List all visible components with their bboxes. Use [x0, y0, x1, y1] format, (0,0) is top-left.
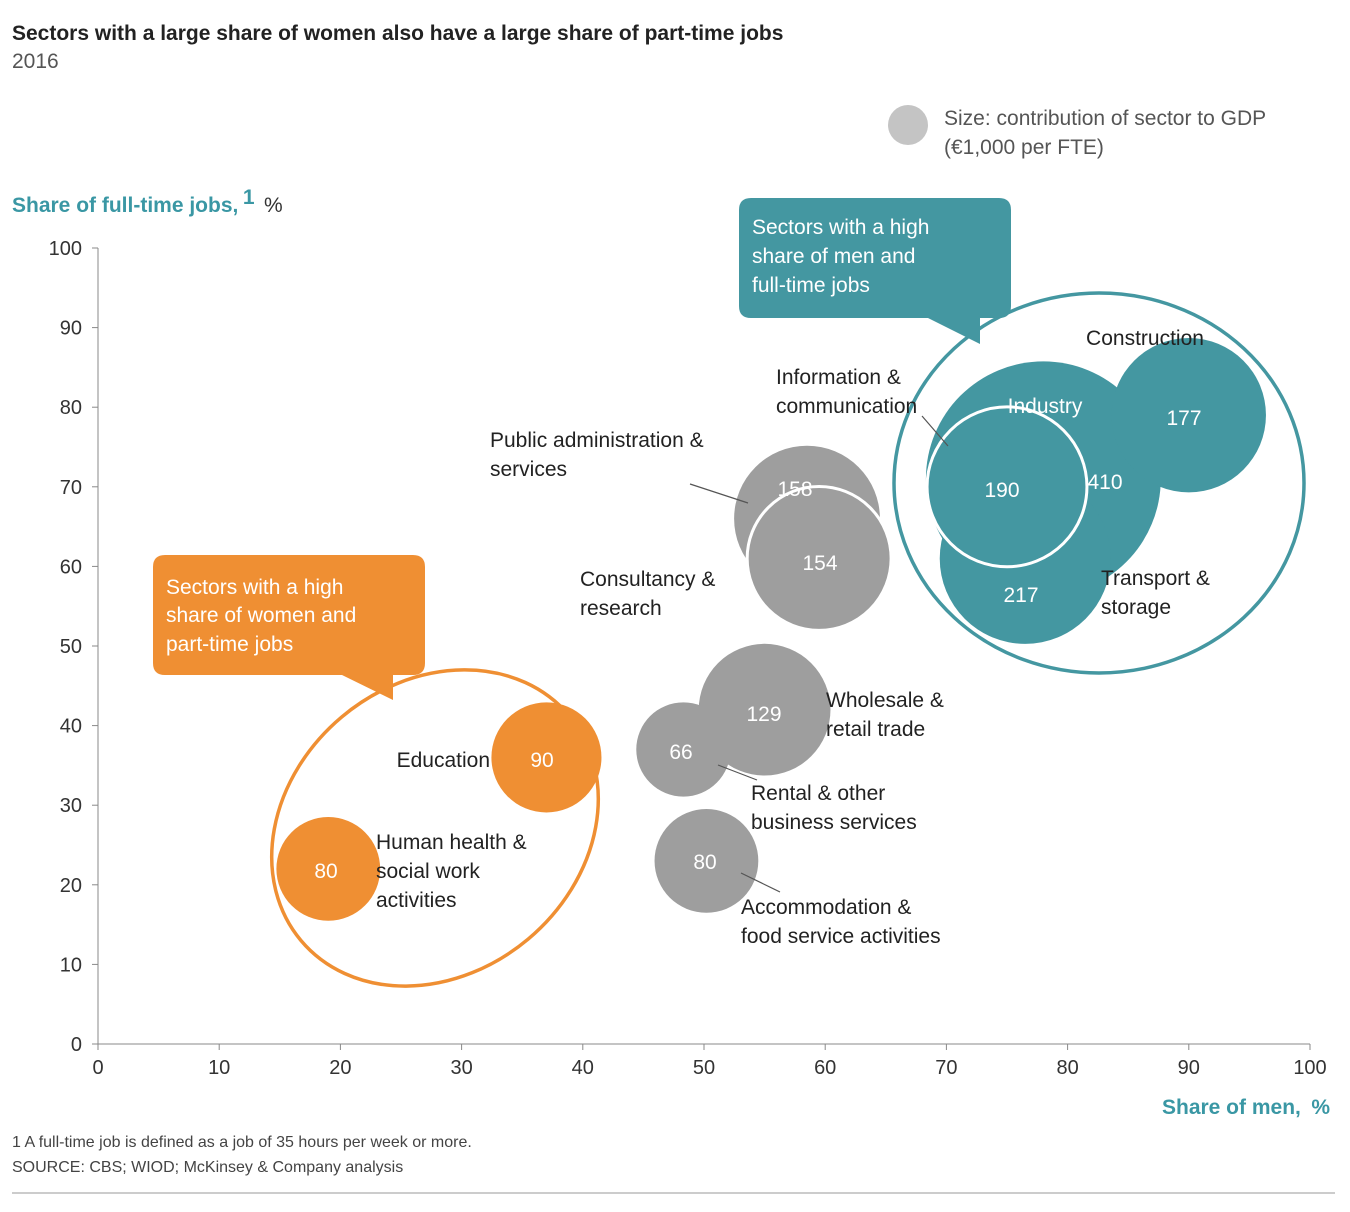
y-tick-label: 80: [60, 397, 82, 419]
source-note: SOURCE: CBS; WIOD; McKinsey & Company an…: [12, 1159, 403, 1176]
x-tick-label: 90: [1178, 1057, 1200, 1079]
y-tick-label: 40: [60, 716, 82, 738]
x-tick-label: 100: [1293, 1057, 1326, 1079]
x-tick-label: 70: [935, 1057, 957, 1079]
x-tick-label: 80: [1056, 1057, 1078, 1079]
bubble-value-7: 66: [669, 741, 692, 764]
y-axis-title: Share of full-time jobs, 1 %: [12, 186, 283, 217]
y-axis-title-footnote: 1: [243, 186, 255, 209]
x-tick-label: 30: [450, 1057, 472, 1079]
bubble-3: [925, 405, 1089, 569]
bubble-value-1: 177: [1166, 407, 1201, 430]
women-callout-line-1: Sectors with a high: [166, 576, 343, 599]
bubble-10: [276, 817, 381, 921]
chart-title: Sectors with a large share of women also…: [12, 22, 783, 45]
footnote: 1 A full-time job is defined as a job of…: [12, 1134, 472, 1151]
x-tick-label: 0: [92, 1057, 103, 1079]
bubble-7: [636, 702, 731, 797]
sector-label-4: Public administration & services: [490, 429, 704, 481]
size-legend-bubble: [888, 105, 928, 145]
chart-subtitle: 2016: [12, 50, 59, 73]
x-tick-label: 50: [693, 1057, 715, 1079]
bubble-value-10: 80: [314, 860, 337, 883]
sector-label-8: Accommodation & food service activities: [741, 896, 941, 948]
men-group-ellipse: [892, 291, 1306, 675]
y-tick-label: 70: [60, 477, 82, 499]
sector-label-0: Industry: [1008, 395, 1083, 418]
men-callout-box: [739, 198, 1011, 344]
y-tick-label: 60: [60, 556, 82, 578]
sector-label-7: Rental & other business services: [751, 782, 917, 834]
bubble-6: [698, 643, 831, 776]
women-callout-box: [153, 555, 425, 700]
x-axis-title: Share of men, %: [1162, 1096, 1330, 1119]
y-tick-label: 100: [49, 238, 82, 260]
sector-labels: Industry Construction Transport & storage In…: [376, 327, 1210, 948]
x-tick-label: 60: [814, 1057, 836, 1079]
women-callout-line-3: part-time jobs: [166, 633, 293, 656]
sector-label-6: Wholesale & retail trade: [826, 689, 944, 741]
bubble-9: [491, 702, 602, 813]
leader-line: [740, 872, 781, 893]
bubble-value-3: 190: [984, 479, 1019, 502]
y-axis-unit: %: [264, 194, 283, 217]
bubble-8: [654, 809, 759, 913]
sector-label-1: Construction: [1086, 327, 1204, 350]
bubble-value-6: 129: [746, 703, 781, 726]
sector-label-10: Human health & social work activities: [376, 831, 527, 912]
bubble-value-8: 80: [693, 851, 716, 874]
sector-label-9: Education: [397, 749, 490, 772]
women-callout-line-2: share of women and: [166, 604, 356, 627]
men-callout-line-3: full-time jobs: [752, 274, 870, 297]
bubble-value-5: 154: [802, 552, 837, 575]
bubble-value-2: 217: [1003, 584, 1038, 607]
y-axis-title-text: Share of full-time jobs,: [12, 194, 238, 217]
y-tick-label: 30: [60, 795, 82, 817]
sector-label-3: Information & communication: [776, 366, 917, 418]
leader-lines: [689, 415, 949, 893]
bubble-value-9: 90: [530, 749, 553, 772]
size-legend-line-2: (€1,000 per FTE): [944, 136, 1104, 159]
men-callout-line-2: share of men and: [752, 245, 915, 268]
leader-line: [717, 764, 758, 781]
bubble-5: [745, 484, 893, 632]
bubble-1: [1111, 337, 1266, 493]
leader-line: [921, 415, 949, 447]
x-tick-label: 20: [329, 1057, 351, 1079]
x-axis-unit: %: [1311, 1096, 1330, 1119]
axis-ticks: 0 10 20 30 40 50 60 70 80 90 100 0 10 20 30 40 50 60 70 80 9…: [49, 238, 1327, 1079]
leader-line: [689, 483, 749, 504]
bubble-value-4: 158: [777, 478, 812, 501]
sector-label-2: Transport & storage: [1101, 567, 1210, 619]
y-tick-label: 50: [60, 636, 82, 658]
men-callout-line-1: Sectors with a high: [752, 216, 929, 239]
x-tick-label: 40: [572, 1057, 594, 1079]
size-legend-line-1: Size: contribution of sector to GDP: [944, 107, 1266, 130]
x-axis-title-text: Share of men,: [1162, 1096, 1301, 1119]
bubbles: 410 177 217 190 158 154 129 66 80 90 80: [276, 337, 1266, 921]
x-tick-label: 10: [208, 1057, 230, 1079]
y-tick-label: 90: [60, 318, 82, 340]
bubble-value-0: 410: [1087, 471, 1122, 494]
y-tick-label: 0: [71, 1034, 82, 1056]
y-tick-label: 10: [60, 954, 82, 976]
y-tick-label: 20: [60, 875, 82, 897]
sector-label-5: Consultancy & research: [580, 568, 715, 620]
